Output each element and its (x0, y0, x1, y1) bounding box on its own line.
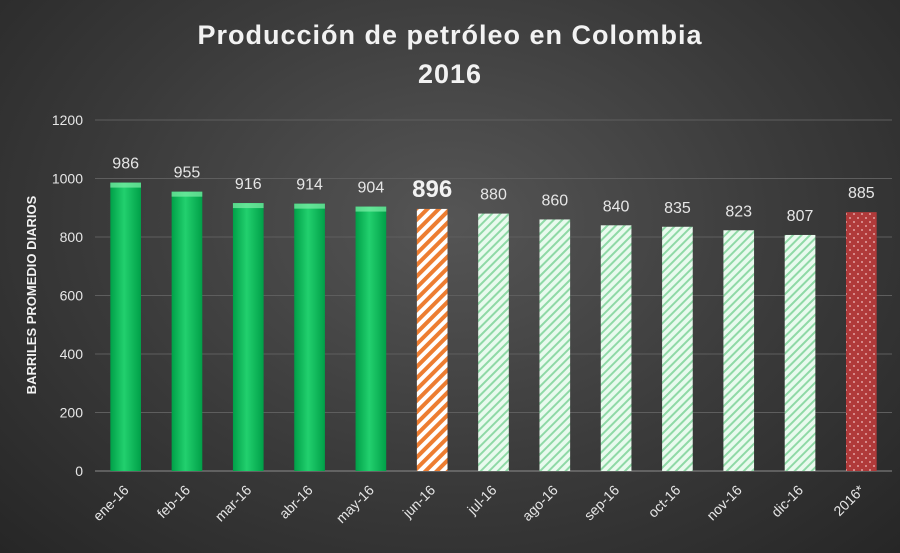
y-tick-label: 0 (75, 463, 83, 479)
data-label: 885 (848, 185, 875, 202)
data-label: 835 (664, 200, 691, 217)
x-axis-ticks: ene-16 feb-16 mar-16 abr-16 may-16 jun-16 jul-… (90, 481, 868, 526)
bars (110, 182, 877, 472)
x-tick-label: jun-16 (399, 482, 439, 522)
data-labels: 986 955 916 914 904 896 880 860 840 835 823 807 885 (112, 156, 874, 225)
bar-sep-16 (600, 225, 632, 471)
y-tick-label: 1000 (52, 171, 83, 187)
y-tick-label: 200 (60, 405, 84, 421)
bar-highlight (110, 182, 141, 188)
x-tick-label: dic-16 (768, 482, 806, 520)
bar-abr-16 (294, 203, 325, 471)
bar-ago-16 (539, 219, 571, 471)
bar-jun-16 (416, 208, 448, 472)
y-tick-label: 1200 (52, 112, 83, 128)
data-label: 896 (412, 176, 452, 203)
bar-highlight (294, 203, 325, 209)
x-tick-label: may-16 (333, 482, 377, 526)
bar-ene-16 (110, 182, 141, 471)
x-tick-label: mar-16 (212, 482, 255, 525)
bar-2016* (846, 212, 877, 471)
x-tick-label: sep-16 (581, 482, 623, 524)
data-label: 880 (480, 187, 507, 204)
data-label: 807 (787, 208, 814, 225)
y-tick-label: 600 (60, 288, 84, 304)
y-axis-ticks: 0 200 400 600 800 1000 1200 (52, 112, 83, 479)
data-label: 904 (358, 180, 385, 197)
x-tick-label: jul-16 (463, 482, 499, 518)
bar-nov-16 (723, 230, 755, 471)
data-label: 823 (725, 203, 752, 220)
data-label: 860 (541, 192, 568, 209)
y-axis-label: BARRILES PROMEDIO DIARIOS (24, 195, 39, 394)
bar-feb-16 (171, 191, 203, 471)
chart-subtitle: 2016 (418, 59, 482, 89)
x-tick-label: nov-16 (703, 482, 745, 524)
x-tick-label: abr-16 (276, 482, 316, 522)
bar-mar-16 (232, 203, 264, 471)
x-tick-label: oct-16 (645, 482, 684, 521)
y-tick-label: 400 (60, 346, 84, 362)
data-label: 914 (296, 177, 323, 194)
x-tick-label: feb-16 (154, 482, 194, 522)
chart-title: Producción de petróleo en Colombia (197, 20, 702, 50)
x-tick-label: ene-16 (90, 482, 132, 524)
bar-may-16 (355, 206, 387, 471)
bar-oct-16 (662, 226, 693, 471)
bar-highlight (355, 206, 387, 212)
data-label: 916 (235, 176, 262, 193)
bar-jul-16 (478, 213, 509, 471)
data-label: 986 (112, 156, 139, 173)
x-tick-label: ago-16 (519, 482, 561, 524)
y-tick-label: 800 (60, 229, 84, 245)
x-tick-label: 2016* (830, 481, 868, 519)
bar-highlight (171, 191, 203, 197)
data-label: 955 (174, 165, 201, 182)
data-label: 840 (603, 198, 630, 215)
bar-highlight (232, 203, 264, 209)
bar-dic-16 (784, 234, 816, 471)
